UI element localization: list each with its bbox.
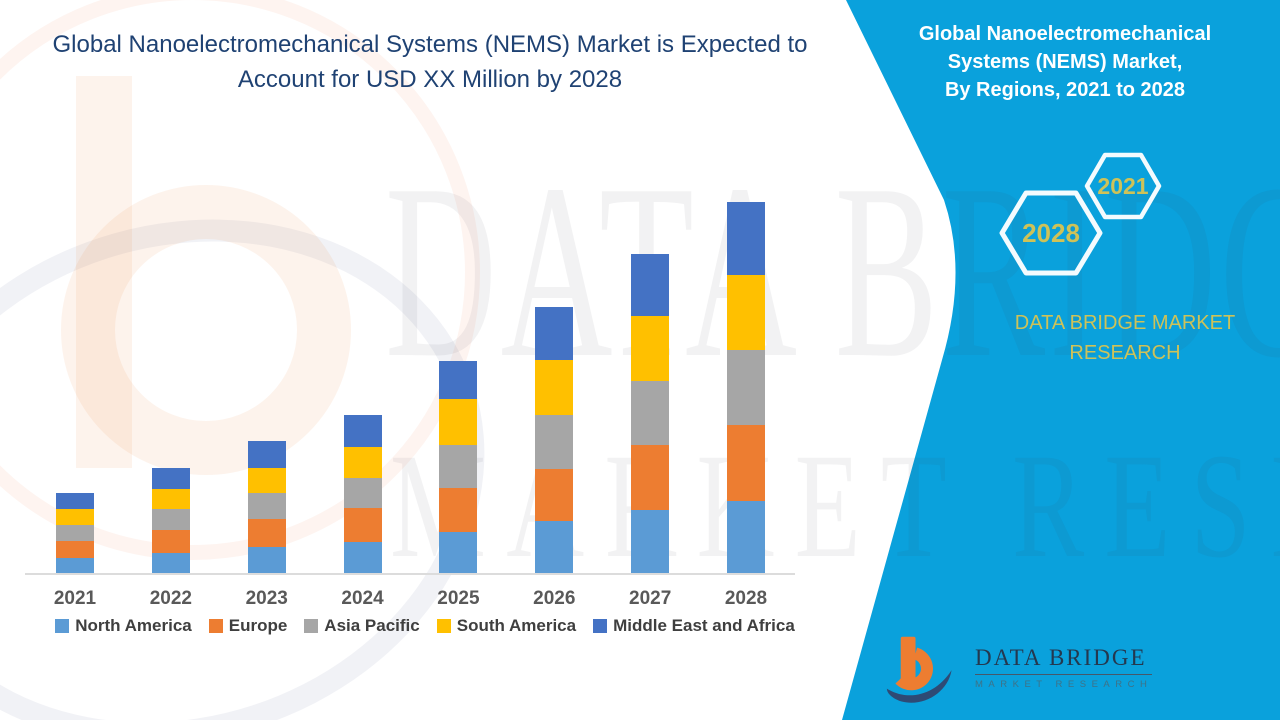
bar-2024 (343, 415, 382, 574)
x-axis-label-2028: 2028 (724, 588, 768, 609)
watermark-logo-b-icon (61, 76, 351, 475)
bar-segment-north-america-2028 (726, 501, 765, 574)
bar-segment-middle-east-and-africa-2025 (439, 361, 478, 399)
brand-name-text: DATA BRIDGE MARKET RESEARCH (955, 308, 1280, 368)
bar-segment-north-america-2023 (247, 547, 286, 574)
databridge-logo: DATA BRIDGE MARKET RESEARCH (885, 633, 1153, 709)
bar-segment-europe-2022 (151, 530, 190, 553)
hexagon-2028-outline-icon (999, 190, 1103, 276)
legend-swatch-south-america (436, 619, 451, 633)
bar-segment-north-america-2024 (343, 542, 382, 574)
bar-2027 (631, 254, 670, 574)
legend-label-north-america: North America (75, 616, 192, 635)
logo-text-block: DATA BRIDGE MARKET RESEARCH (975, 645, 1153, 690)
chart-title-line-2: Account for USD XX Million by 2028 (237, 66, 623, 93)
legend-item-middle-east-and-africa: Middle East and Africa (593, 616, 795, 636)
bar-segment-north-america-2026 (535, 521, 574, 574)
chart-title: Global Nanoelectromechanical Systems (NE… (40, 27, 820, 97)
x-axis-label-2026: 2026 (533, 588, 576, 609)
bar-segment-middle-east-and-africa-2023 (247, 441, 286, 468)
bar-segment-middle-east-and-africa-2024 (343, 415, 382, 447)
bar-segment-asia-pacific-2024 (343, 478, 382, 508)
legend-label-south-america: South America (456, 616, 577, 635)
panel-heading: Global Nanoelectromechanical Systems (NE… (900, 20, 1230, 104)
bar-2021 (56, 493, 94, 574)
x-axis-label-2027: 2027 (629, 588, 672, 609)
bar-2025 (439, 361, 478, 574)
panel-heading-line-1: Global Nanoelectromechanical (918, 23, 1212, 45)
bar-segment-north-america-2022 (151, 553, 190, 574)
bar-2026 (535, 307, 574, 574)
bar-segment-europe-2028 (726, 425, 765, 501)
bar-segment-north-america-2027 (631, 510, 670, 574)
x-axis-label-2021: 2021 (53, 588, 97, 609)
legend-swatch-north-america (55, 619, 70, 633)
bar-segment-middle-east-and-africa-2028 (726, 202, 765, 275)
bar-segment-europe-2021 (56, 541, 94, 558)
bar-segment-europe-2025 (439, 488, 478, 532)
x-axis-label-2025: 2025 (437, 588, 480, 609)
bar-segment-asia-pacific-2028 (726, 350, 765, 425)
legend-label-middle-east-and-africa: Middle East and Africa (613, 616, 795, 635)
logo-name: DATA BRIDGE (975, 645, 1153, 675)
bar-segment-asia-pacific-2022 (151, 509, 190, 530)
brand-name-line-1: DATA BRIDGE MARKET (1014, 312, 1236, 334)
bar-segment-south-america-2025 (439, 399, 478, 445)
legend-item-south-america: South America (436, 616, 577, 636)
bar-segment-asia-pacific-2026 (535, 415, 574, 469)
bar-segment-south-america-2024 (343, 447, 382, 478)
bar-segment-europe-2026 (535, 469, 574, 521)
bar-segment-south-america-2023 (247, 468, 286, 493)
legend-item-europe: Europe (208, 616, 288, 636)
bar-segment-north-america-2025 (439, 532, 478, 574)
databridge-logo-icon (886, 636, 952, 703)
hexagon-2021-label: 2021 (1097, 172, 1149, 199)
legend-swatch-europe (208, 619, 223, 633)
bar-segment-south-america-2021 (56, 509, 94, 525)
x-axis-label-2022: 2022 (149, 588, 192, 609)
hexagon-2028-label: 2028 (1022, 217, 1080, 248)
bar-segment-north-america-2021 (56, 558, 94, 574)
hexagon-2021-outline-icon (1084, 152, 1162, 220)
chart-title-line-1: Global Nanoelectromechanical Systems (NE… (52, 31, 808, 58)
bar-2022 (151, 468, 190, 574)
hexagon-badge-2028: 2028 (999, 189, 1103, 277)
bar-segment-south-america-2028 (726, 275, 765, 350)
bar-segment-europe-2023 (247, 519, 286, 547)
hexagon-badge-2021: 2021 (1084, 151, 1162, 221)
x-axis-label-2024: 2024 (341, 588, 384, 609)
legend-item-asia-pacific: Asia Pacific (304, 616, 420, 636)
brand-name-line-2: RESEARCH (1069, 342, 1181, 364)
bar-segment-europe-2027 (631, 445, 670, 510)
bar-segment-middle-east-and-africa-2027 (631, 254, 670, 316)
x-axis-line (25, 573, 795, 575)
logo-tagline: MARKET RESEARCH (975, 679, 1153, 690)
bar-2028 (726, 202, 765, 574)
bar-segment-asia-pacific-2021 (56, 525, 94, 541)
bar-segment-middle-east-and-africa-2021 (56, 493, 94, 509)
bar-segment-asia-pacific-2023 (247, 493, 286, 519)
bar-segment-middle-east-and-africa-2022 (151, 468, 190, 489)
panel-heading-line-3: By Regions, 2021 to 2028 (944, 79, 1186, 101)
bar-segment-south-america-2022 (151, 489, 190, 509)
bar-segment-south-america-2026 (535, 360, 574, 415)
bar-segment-asia-pacific-2025 (439, 445, 478, 488)
panel-heading-line-2: Systems (NEMS) Market, (947, 51, 1183, 73)
legend-swatch-asia-pacific (304, 619, 319, 633)
legend-label-asia-pacific: Asia Pacific (324, 616, 420, 635)
bar-2023 (247, 441, 286, 574)
legend-item-north-america: North America (55, 616, 192, 636)
bar-segment-middle-east-and-africa-2026 (535, 307, 574, 360)
bar-segment-asia-pacific-2027 (631, 381, 670, 445)
bar-segment-south-america-2027 (631, 316, 670, 381)
bar-segment-europe-2024 (343, 508, 382, 542)
legend-swatch-middle-east-and-africa (593, 619, 608, 633)
x-axis-label-2023: 2023 (245, 588, 288, 609)
legend-label-europe: Europe (228, 616, 288, 635)
chart-legend: North America Europe Asia Pacific South Ame… (25, 616, 825, 636)
